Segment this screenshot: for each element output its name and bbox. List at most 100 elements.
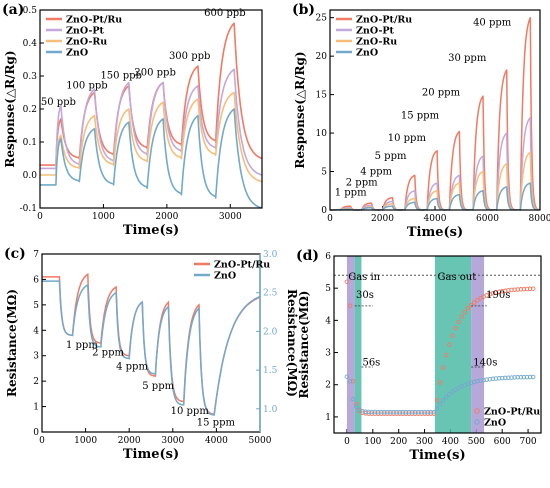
data-point xyxy=(400,409,406,415)
data-point xyxy=(512,375,517,380)
x-axis-label: Time(s) xyxy=(123,447,179,462)
data-point xyxy=(354,404,359,409)
data-point xyxy=(530,286,536,291)
y2-tick-label: 2.0 xyxy=(263,327,278,337)
data-point xyxy=(465,306,471,311)
y-tick-label: 0.3 xyxy=(23,72,38,82)
data-point xyxy=(527,286,533,292)
data-point xyxy=(487,376,493,382)
data-point xyxy=(490,376,496,382)
data-point xyxy=(462,309,468,315)
series-line-zno-ru xyxy=(329,151,541,211)
y2-tick-label: 1.5 xyxy=(263,366,278,376)
legend-entry: ZnO xyxy=(356,48,378,59)
data-point xyxy=(518,287,524,292)
data-point xyxy=(372,409,378,415)
data-point xyxy=(434,397,440,403)
data-point xyxy=(521,286,527,292)
plot-frame xyxy=(333,255,542,434)
panel-a: 0 1000 2000 3000 -0.1 0.0 0.1 0.2 0.3 0.4 0.5 Time(… xyxy=(2,2,263,238)
data-point xyxy=(512,287,517,292)
concentration-label: 1 ppm xyxy=(66,340,98,351)
panel-label: (a) xyxy=(2,2,24,18)
concentration-label: 4 ppm xyxy=(360,167,392,178)
data-point xyxy=(397,409,402,415)
y-tick-label: 4 xyxy=(33,326,39,336)
y-tick-label: 0.1 xyxy=(23,138,37,148)
concentration-label: 1 ppm xyxy=(335,187,367,198)
y-tick-label: 15 xyxy=(316,91,328,101)
y-tick-label: 20 xyxy=(316,52,328,62)
data-point xyxy=(527,374,533,380)
data-point xyxy=(350,378,356,384)
series-line-zno xyxy=(42,280,261,416)
y-axis-label: Resistance(MΩ) xyxy=(297,291,311,399)
data-point xyxy=(471,300,477,305)
legend-entry: ZnO-Pt/Ru xyxy=(66,15,122,26)
y-tick-label: 1 xyxy=(33,403,39,413)
data-point xyxy=(509,375,514,380)
data-point xyxy=(369,409,375,415)
y-tick-label: 5 xyxy=(325,284,331,294)
legend-entry: ZnO-Pt xyxy=(356,26,395,37)
data-point xyxy=(518,374,524,380)
panel-b: 0 2000 4000 6000 8000 0 5 10 15 20 25 Time(s) Respon… xyxy=(292,0,550,240)
x-axis-label: Time(s) xyxy=(409,448,465,463)
x-tick-label: 5000 xyxy=(249,436,272,446)
data-point xyxy=(350,396,356,402)
y-tick-label: 0.0 xyxy=(23,171,38,181)
data-point xyxy=(388,409,393,415)
data-point xyxy=(375,409,381,415)
concentration-label: 100 ppb xyxy=(66,81,107,92)
data-point xyxy=(434,406,440,411)
data-point xyxy=(453,325,458,331)
x-tick-label: 8000 xyxy=(529,214,550,224)
legend-entry: ZnO-Pt/Ru xyxy=(484,407,540,418)
data-point xyxy=(530,374,536,380)
data-point xyxy=(347,379,353,384)
data-point xyxy=(484,377,489,382)
x-tick-label: 6000 xyxy=(476,214,499,224)
series-line-zno-pt xyxy=(40,68,263,176)
legend-entry: ZnO xyxy=(484,418,506,429)
annotation-label: 56s xyxy=(362,357,380,368)
y2-axis-label: Resistance(MΩ) xyxy=(285,289,299,397)
concentration-label: 150 ppb xyxy=(100,71,141,82)
concentration-label: 15 ppm xyxy=(401,110,440,121)
data-point xyxy=(437,380,443,385)
data-point xyxy=(506,375,511,380)
x-tick-label: 0 xyxy=(327,214,333,224)
x-tick-label: 300 xyxy=(416,437,433,447)
plot-frame xyxy=(39,9,263,209)
concentration-label: 300 ppb xyxy=(169,51,210,62)
x-tick-label: 3000 xyxy=(161,436,184,446)
y-tick-label: 10 xyxy=(316,129,328,139)
y-tick-label: 2 xyxy=(33,377,39,387)
y2-tick-label: 2.5 xyxy=(263,289,278,299)
concentration-label: 50 ppm xyxy=(514,0,550,1)
data-point xyxy=(347,303,353,308)
y-tick-label: 4 xyxy=(325,316,331,326)
y-tick-label: 3 xyxy=(325,349,331,359)
y-tick-label: 6 xyxy=(33,275,39,285)
series-line-zno xyxy=(329,182,541,211)
data-point xyxy=(503,375,508,381)
y-tick-label: 5 xyxy=(33,301,39,311)
legend-entry: ZnO xyxy=(214,271,236,282)
y-tick-label: 0.4 xyxy=(23,39,38,49)
x-tick-label: 3000 xyxy=(219,212,242,222)
data-point xyxy=(422,409,427,415)
x-axis-label: Time(s) xyxy=(123,223,179,238)
data-point xyxy=(499,288,505,294)
data-point xyxy=(444,394,449,400)
data-point xyxy=(444,352,449,358)
data-point xyxy=(506,288,511,293)
x-tick-label: 4000 xyxy=(424,214,447,224)
series-line-zno xyxy=(40,108,263,209)
annotation-label: 140s xyxy=(473,357,497,368)
panel-d: 0 100 200 300 400 500 600 700 1 2 3 4 5 6 Time(s) Resis… xyxy=(296,248,542,463)
concentration-label: 5 ppm xyxy=(375,151,407,162)
y-axis-label: Resistance(MΩ) xyxy=(5,289,19,397)
concentration-label: 30 ppm xyxy=(448,53,487,64)
